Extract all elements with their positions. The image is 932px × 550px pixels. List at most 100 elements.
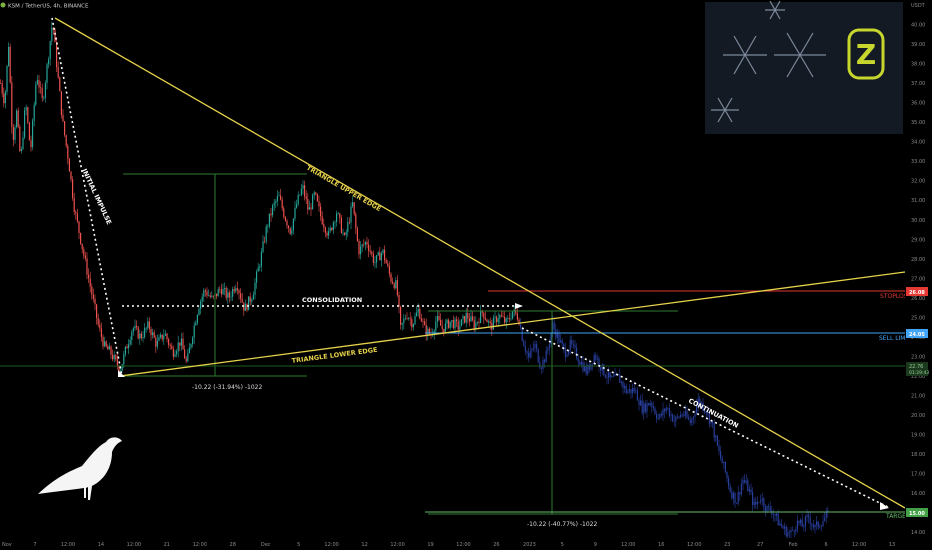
candle [472,311,474,322]
candle [142,330,144,343]
candle [600,366,602,377]
candle [8,42,10,67]
x-tick-label: Dec [261,542,271,548]
candle [379,246,381,261]
candle [25,104,27,116]
candle [155,335,157,353]
time-axis[interactable]: Nov 7 12:00 14 12:00 21 12:00 28 Dec 5 12:00 12 12:0… [2,542,895,548]
candle [412,323,414,331]
candle [297,191,299,206]
candle [537,348,539,364]
y-tick-label: 18.00 [911,452,925,458]
svg-text:Z: Z [856,38,876,71]
candle [273,198,275,211]
candle [187,349,189,363]
candle [571,335,573,349]
candle [779,519,781,526]
candle [222,283,224,295]
candle [206,287,208,299]
candle [822,514,824,527]
candle [804,514,806,533]
candle [294,201,296,222]
candle [681,413,683,418]
candle [331,227,333,232]
x-tick-label: 14 [98,542,104,548]
y-tick-label: 34.00 [911,140,925,146]
candle [497,312,499,328]
sell-limit-label: SELL LIMIT [879,335,911,342]
candle [785,524,787,538]
candle [395,277,397,290]
candle [376,254,378,269]
candle [692,415,694,425]
candle [659,412,661,421]
svg-text:22.76: 22.76 [909,364,923,370]
candle [816,516,818,531]
candle [350,202,352,230]
candle [646,399,648,418]
x-tick-label: 12 [361,542,367,548]
candle [86,252,88,280]
candle [796,514,798,533]
candle [337,211,339,215]
candle [67,143,69,165]
candle [566,350,568,358]
candle [569,335,571,355]
candle [169,343,171,350]
candle [665,405,667,415]
price-axis[interactable]: USDT 14.00 15.00 16.00 17.00 18.00 19.00 20.00… [905,0,932,550]
candle [435,316,437,335]
candle [363,239,365,248]
candle [48,56,50,69]
candle [713,419,715,442]
candle [468,312,470,327]
candle [75,209,77,220]
x-tick-label: 2023 [523,542,536,548]
candle [105,340,107,348]
y-tick-label: 21.00 [911,393,925,399]
candle [793,529,795,538]
candle [241,292,243,304]
candle [736,502,738,504]
candle [403,313,405,330]
candle [236,281,238,295]
y-tick-label: 16.00 [911,491,925,497]
candle [748,485,750,496]
measure-2-label: -10.22 (-40.77%) -1022 [527,521,597,528]
symbol-title: KSM / TetherUS, 4h, BINANCE [8,4,89,10]
candle [57,61,59,80]
candle [128,339,130,355]
candle [3,87,5,108]
candle [625,383,627,396]
candle [124,345,126,357]
candle [137,325,139,340]
candle [355,211,357,235]
candle [676,413,678,420]
candle [212,295,214,300]
b-logo-icon: Z [847,28,885,80]
candle [635,387,637,394]
candle [94,294,96,310]
candle [152,328,154,339]
y-tick-label: 30.00 [911,218,925,224]
candle [227,287,229,304]
candle [366,237,368,249]
candle [755,496,757,509]
candle [150,326,152,341]
candle [65,134,67,149]
candle [406,312,408,320]
candle [584,361,586,372]
candle [803,523,805,532]
candle [483,312,485,324]
candle [182,332,184,350]
candle [99,319,101,332]
candle [716,434,718,447]
candle [636,387,638,401]
candle [230,291,232,302]
svg-text:15.00: 15.00 [909,511,925,517]
candle [444,319,446,334]
candle [492,314,494,330]
stoploss-label: STOPLOSS [880,293,911,300]
candle [43,95,45,101]
candle [715,434,717,442]
